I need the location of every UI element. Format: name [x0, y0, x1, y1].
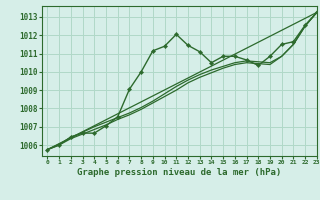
X-axis label: Graphe pression niveau de la mer (hPa): Graphe pression niveau de la mer (hPa): [77, 168, 281, 177]
